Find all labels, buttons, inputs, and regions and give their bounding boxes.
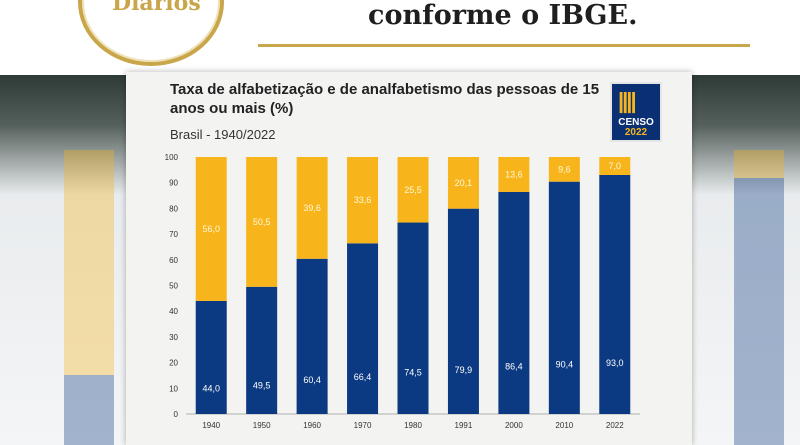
x-tick-label: 1950 <box>253 421 271 430</box>
bar-illiterate <box>246 157 278 287</box>
page-header: Diários conforme o IBGE. <box>0 0 800 75</box>
logo-text: Diários <box>112 0 201 16</box>
bar-illiterate <box>195 157 227 301</box>
blurred-background-right <box>734 150 784 445</box>
data-label: 7,0 <box>609 161 622 171</box>
data-label: 60,4 <box>303 375 321 385</box>
blurred-background-left <box>64 150 114 445</box>
bar-illiterate <box>498 157 530 192</box>
y-tick-label: 60 <box>169 256 178 265</box>
data-label: 13,6 <box>505 169 523 179</box>
x-tick-label: 2022 <box>606 421 624 430</box>
bar-illiterate <box>599 157 631 175</box>
y-tick-label: 50 <box>169 282 178 291</box>
bar-illiterate <box>296 157 328 259</box>
y-tick-label: 0 <box>174 410 179 419</box>
bar-literate <box>246 286 278 414</box>
bar-illiterate <box>447 157 479 209</box>
x-tick-label: 2000 <box>505 421 523 430</box>
data-label: 74,5 <box>404 368 422 378</box>
y-tick-label: 20 <box>169 359 178 368</box>
data-label: 79,9 <box>455 365 473 375</box>
bar-illiterate <box>548 157 580 182</box>
data-label: 93,0 <box>606 358 624 368</box>
bar-literate <box>397 222 429 414</box>
data-label: 86,4 <box>505 362 523 372</box>
stacked-bar-chart: 0 10 20 30 40 50 60 70 80 90 100 44,0 56,0 1940 49,5 50… <box>165 153 640 430</box>
bar-literate <box>498 191 530 414</box>
data-label: 25,5 <box>404 185 422 195</box>
y-tick-label: 100 <box>165 153 179 162</box>
data-label: 56,0 <box>202 224 220 234</box>
headline: conforme o IBGE. <box>368 0 638 31</box>
data-label: 90,4 <box>556 360 574 370</box>
bar-literate <box>599 174 631 414</box>
x-tick-label: 1940 <box>202 421 220 430</box>
data-label: 50,5 <box>253 217 271 227</box>
x-tick-label: 1991 <box>455 421 473 430</box>
bar-literate <box>347 243 379 414</box>
x-tick-label: 1980 <box>404 421 422 430</box>
bar-illiterate <box>397 157 429 223</box>
chart-subtitle: Brasil - 1940/2022 <box>170 127 276 142</box>
data-label: 33,6 <box>354 195 372 205</box>
bar-literate <box>195 300 227 414</box>
chart-card: Taxa de alfabetização e de analfabetismo… <box>126 72 692 445</box>
tally-icon: |||| <box>618 88 637 113</box>
y-tick-label: 10 <box>169 384 178 393</box>
data-label: 66,4 <box>354 372 372 382</box>
data-label: 49,5 <box>253 381 271 391</box>
divider <box>258 44 750 47</box>
y-tick-label: 70 <box>169 230 178 239</box>
y-tick-label: 30 <box>169 333 178 342</box>
data-label: 44,0 <box>202 383 220 393</box>
y-tick-label: 80 <box>169 204 178 213</box>
badge-line1: CENSO <box>618 117 654 128</box>
bar-illiterate <box>347 157 379 244</box>
chart-title: Taxa de alfabetização e de analfabetismo… <box>170 81 600 117</box>
badge-line2: 2022 <box>624 127 648 138</box>
data-label: 20,1 <box>455 178 473 188</box>
censo-badge: |||| CENSO 2022 <box>610 82 662 142</box>
y-tick-label: 40 <box>169 307 178 316</box>
y-tick-label: 90 <box>169 179 178 188</box>
data-label: 39,6 <box>303 203 321 213</box>
x-tick-label: 1960 <box>303 421 321 430</box>
data-label: 9,6 <box>558 164 571 174</box>
bar-literate <box>296 258 328 414</box>
bar-literate <box>548 181 580 414</box>
x-tick-label: 2010 <box>555 421 573 430</box>
bar-literate <box>447 208 479 414</box>
x-tick-label: 1970 <box>354 421 372 430</box>
